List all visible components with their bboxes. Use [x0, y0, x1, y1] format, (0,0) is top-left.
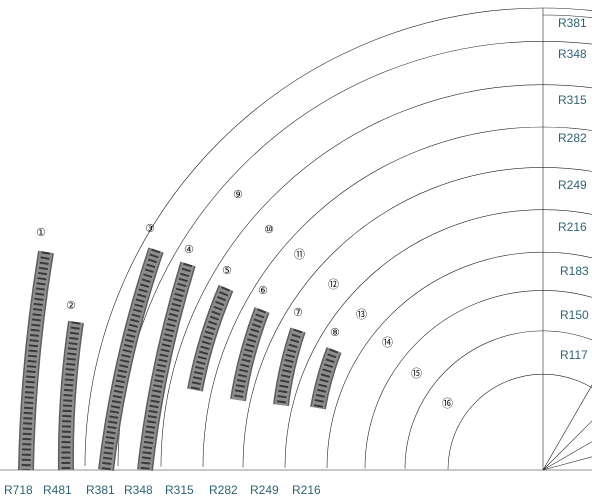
- bottom-label-r718: R718: [4, 483, 33, 497]
- bottom-label-r249: R249: [250, 483, 279, 497]
- item-number-3: ③: [145, 222, 155, 235]
- right-label-r216: R216: [558, 220, 587, 234]
- right-label-r183: R183: [560, 264, 589, 278]
- track-5: [187, 284, 234, 392]
- bottom-label-r315: R315: [165, 483, 194, 497]
- item-number-12: ⑫: [328, 278, 339, 291]
- right-label-r150: R150: [560, 308, 589, 322]
- right-label-r117: R117: [560, 348, 588, 362]
- bottom-label-r481: R481: [43, 483, 72, 497]
- guide-ray: [542, 384, 592, 471]
- right-label-r282: R282: [558, 131, 587, 145]
- item-number-2: ②: [66, 299, 76, 312]
- item-number-15: ⑮: [411, 367, 422, 380]
- item-number-8: ⑧: [330, 326, 340, 339]
- item-number-10: ⑩: [264, 223, 274, 236]
- right-label-r381: R381: [558, 16, 587, 30]
- track-6: [230, 307, 270, 402]
- right-radius-labels: R381 R348 R315 R282 R249 R216 R183 R150 …: [558, 16, 589, 362]
- bottom-label-r381: R381: [86, 483, 115, 497]
- guide-lines: [0, 7, 592, 471]
- guide-circle: [202, 126, 592, 468]
- bottom-label-r348: R348: [124, 483, 153, 497]
- track-3: [98, 247, 164, 471]
- item-number-4: ④: [184, 243, 194, 256]
- guide-circle: [447, 373, 592, 470]
- straight-section-track-group: [18, 247, 342, 471]
- item-number-1: ①: [36, 226, 46, 239]
- item-number-6: ⑥: [258, 284, 268, 297]
- item-number-group: ① ② ③ ④ ⑤ ⑥ ⑦ ⑧ ⑨ ⑩ ⑪ ⑫ ⑬ ⑭ ⑮ ⑯: [36, 188, 453, 410]
- bottom-label-r282: R282: [209, 483, 238, 497]
- item-number-11: ⑪: [294, 248, 305, 261]
- track-4: [137, 261, 196, 471]
- item-number-13: ⑬: [356, 308, 367, 321]
- track-8: [310, 347, 342, 410]
- track-2: [57, 320, 84, 471]
- right-label-r315: R315: [558, 93, 587, 107]
- outer-guide-circle: [542, 14, 592, 18]
- guide-circle: [326, 251, 592, 469]
- item-number-14: ⑭: [382, 336, 393, 349]
- item-number-16: ⑯: [442, 397, 453, 410]
- item-number-9: ⑨: [233, 188, 243, 201]
- bottom-radius-labels: R718 R481 R381 R348 R315 R282 R249 R216: [4, 483, 321, 497]
- bottom-label-r216: R216: [292, 483, 321, 497]
- right-label-r249: R249: [558, 178, 587, 192]
- guide-circle: [364, 290, 592, 469]
- item-number-7: ⑦: [293, 306, 303, 319]
- track-1: [18, 250, 54, 471]
- right-label-r348: R348: [558, 47, 587, 61]
- item-number-5: ⑤: [222, 264, 232, 277]
- track-7: [273, 327, 306, 406]
